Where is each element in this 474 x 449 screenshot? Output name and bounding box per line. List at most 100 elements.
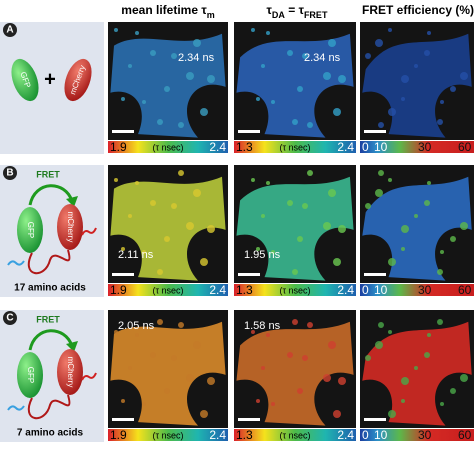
scale-bar: [364, 418, 386, 421]
texture: [287, 50, 293, 56]
cell: [110, 176, 226, 281]
texture: [200, 410, 208, 418]
texture: [450, 86, 456, 92]
colorbar: [360, 429, 474, 441]
texture: [157, 269, 163, 275]
colorbar-min: 1.3: [236, 140, 253, 154]
texture: [440, 402, 444, 406]
lifetime-annotation: 1.95 ns: [244, 249, 281, 261]
texture: [164, 86, 170, 92]
texture: [178, 122, 184, 128]
emission: [81, 372, 97, 381]
texture: [307, 322, 313, 328]
fret-arrow: [28, 329, 74, 351]
texture: [437, 119, 443, 125]
cell: [110, 33, 226, 138]
texture: [307, 170, 313, 176]
texture: [378, 122, 384, 128]
texture: [142, 100, 146, 104]
colorbar-tick: 0: [362, 283, 369, 297]
texture: [427, 333, 431, 337]
texture: [261, 64, 265, 68]
cell: [236, 33, 354, 138]
linker: [27, 394, 71, 420]
colorbar-min: 1.3: [236, 428, 253, 442]
texture: [135, 181, 139, 185]
scale-bar: [112, 130, 134, 133]
texture: [333, 410, 341, 418]
texture: [193, 341, 201, 349]
texture: [150, 200, 156, 206]
cell: [362, 33, 472, 138]
scale-bar: [364, 273, 386, 276]
emission: [81, 227, 97, 236]
colorbar-unit: (τ nsec): [279, 285, 310, 295]
texture: [388, 28, 392, 32]
texture: [297, 86, 303, 92]
colorbar-max: 2.4: [209, 140, 226, 154]
texture: [414, 64, 418, 68]
fret-arrowhead: [66, 196, 78, 207]
fret-label: FRET: [36, 169, 60, 179]
header-part: τ: [267, 3, 273, 17]
texture: [297, 388, 303, 394]
texture: [388, 178, 392, 182]
gfp-label: GFP: [26, 367, 35, 383]
texture: [200, 108, 208, 116]
colorbar-unit: (τ nsec): [152, 430, 183, 440]
colorbar-max: 2.4: [209, 283, 226, 297]
fret-label: FRET: [36, 314, 60, 324]
cell: [362, 176, 472, 281]
texture: [186, 222, 194, 230]
header-part: FRET: [304, 10, 328, 20]
colorbar-tick: 0: [362, 428, 369, 442]
texture: [414, 366, 418, 370]
mcherry: [64, 58, 92, 102]
colorbar-tick: 30: [418, 140, 432, 154]
texture: [251, 28, 255, 32]
header-part: mean lifetime τ: [121, 3, 207, 17]
texture: [186, 72, 194, 80]
colorbar-tick: 0: [362, 140, 369, 154]
excitation: [7, 260, 25, 266]
texture: [401, 247, 405, 251]
texture: [401, 377, 409, 385]
texture: [414, 214, 418, 218]
gfp: [17, 207, 43, 253]
colorbar-tick: 60: [458, 428, 472, 442]
excitation: [7, 405, 25, 411]
texture: [164, 236, 170, 242]
mcherry-label: mCherry: [66, 357, 75, 388]
colorbar-max: 2.4: [337, 428, 354, 442]
colorbar: [360, 141, 474, 153]
colorbar: [234, 429, 356, 441]
texture: [424, 200, 430, 206]
texture: [266, 181, 270, 185]
scale-bar: [238, 273, 260, 276]
texture: [128, 214, 132, 218]
texture: [378, 322, 384, 328]
texture: [365, 203, 371, 209]
colorbar: [234, 141, 356, 153]
texture: [437, 319, 443, 325]
mcherry: [57, 349, 83, 395]
texture: [302, 355, 308, 361]
cell: [362, 321, 472, 426]
colorbar: [234, 284, 356, 296]
mcherry-label: mCherry: [66, 212, 75, 243]
texture: [171, 203, 177, 209]
texture: [401, 75, 409, 83]
texture: [150, 352, 156, 358]
lifetime-annotation: 2.34 ns: [304, 52, 341, 64]
texture: [333, 258, 341, 266]
fret-arrow: [28, 184, 74, 206]
colorbar-min: 1.9: [110, 283, 127, 297]
texture: [450, 388, 456, 394]
scale-bar: [364, 130, 386, 133]
texture: [388, 108, 396, 116]
panel-badge: [3, 166, 17, 180]
texture: [375, 39, 383, 47]
texture: [450, 236, 456, 242]
texture: [292, 269, 298, 275]
